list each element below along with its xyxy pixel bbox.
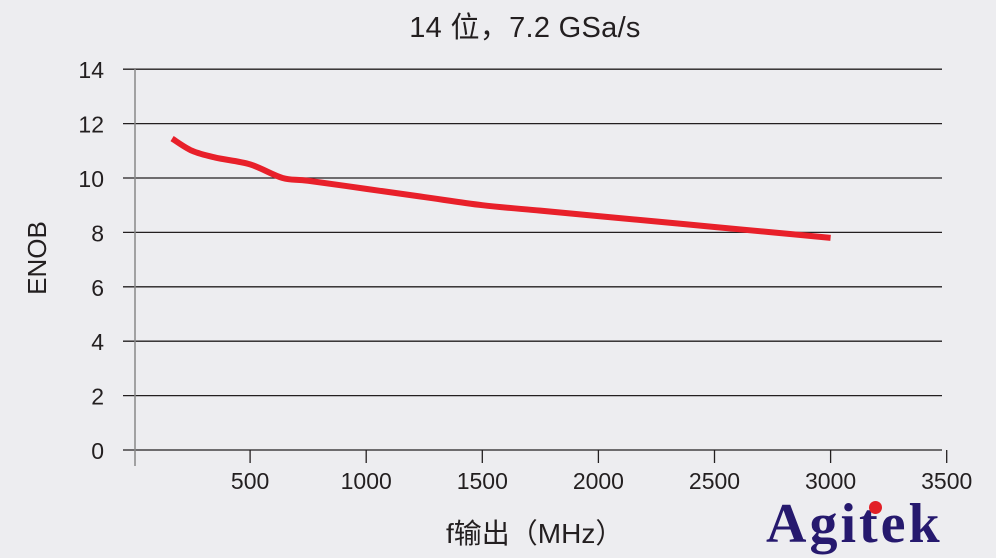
- enob-curve: [170, 136, 831, 241]
- y-tick-label: 8: [91, 220, 104, 246]
- gridlines: [123, 68, 942, 451]
- x-tick-label: 1000: [341, 468, 392, 494]
- y-tick-label: 12: [78, 112, 104, 138]
- logo-text: Agitek: [766, 493, 943, 555]
- chart-title: 14 位，7.2 GSa/s: [409, 12, 641, 44]
- y-tick-label: 10: [78, 166, 104, 192]
- y-tick-label: 4: [91, 329, 104, 355]
- x-tick-label: 2000: [573, 468, 624, 494]
- y-tick-label: 2: [91, 384, 104, 410]
- y-tick-label: 6: [91, 275, 104, 301]
- x-tick-label: 3500: [921, 468, 972, 494]
- x-tick-label: 1500: [457, 468, 508, 494]
- x-axis: 500 1000 1500 2000 2500 3000 3500: [231, 450, 972, 494]
- y-tick-label: 14: [78, 57, 104, 83]
- agitek-logo: Agitek: [766, 494, 943, 554]
- y-axis-label-text: ENOB: [22, 221, 52, 295]
- x-tick-label: 3000: [805, 468, 856, 494]
- logo-dot-icon: [869, 501, 882, 514]
- x-tick-label: 500: [231, 468, 269, 494]
- x-tick-label: 2500: [689, 468, 740, 494]
- x-axis-label: f输出（MHz）: [446, 518, 624, 549]
- y-tick-labels: 0 2 4 6 8 10 12 14: [78, 57, 104, 464]
- y-tick-label: 0: [91, 438, 104, 464]
